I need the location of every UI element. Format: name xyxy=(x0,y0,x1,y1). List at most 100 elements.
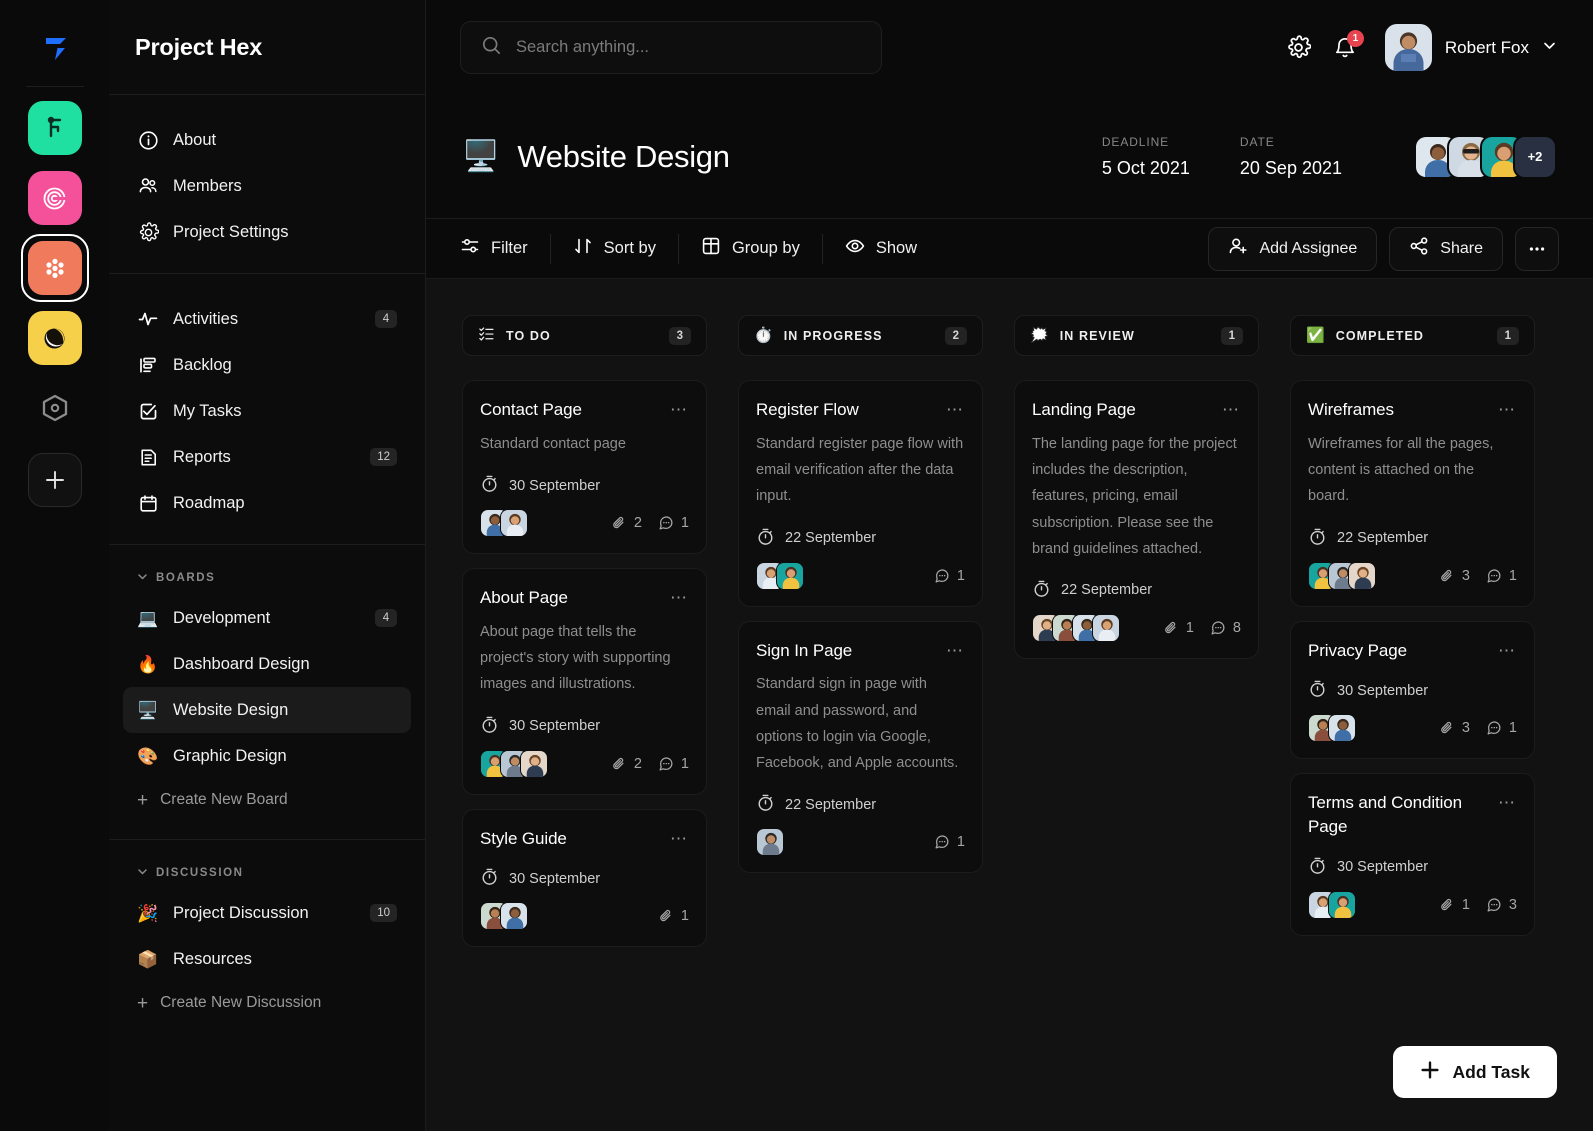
rail-app-workspace-flow[interactable] xyxy=(27,101,82,155)
create-new-discussion-button[interactable]: + Create New Discussion xyxy=(123,982,411,1024)
attachment-count: 1 xyxy=(658,908,689,924)
settings-button[interactable] xyxy=(1286,35,1311,60)
card-more-button[interactable]: ⋯ xyxy=(670,588,689,608)
card-header: Privacy Page ⋯ xyxy=(1308,639,1517,663)
group-by-button[interactable]: Group by xyxy=(677,233,822,264)
column-header[interactable]: TO DO 3 xyxy=(462,315,707,356)
date-value: 20 Sep 2021 xyxy=(1239,157,1342,178)
sidebar-item-project-settings[interactable]: Project Settings xyxy=(123,209,411,255)
boards-section-header[interactable]: BOARDS xyxy=(123,567,411,595)
card-title: About Page xyxy=(480,588,568,608)
sidebar-item-label: Backlog xyxy=(173,355,232,374)
kanban-column: ⏱️ IN PROGRESS 2 Register Flow ⋯ Standard reg… xyxy=(738,315,983,874)
sidebar-item-backlog[interactable]: Backlog xyxy=(123,342,411,388)
attachment-count: 2 xyxy=(611,756,642,772)
sidebar-item-my-tasks[interactable]: My Tasks xyxy=(123,388,411,434)
card-more-button[interactable]: ⋯ xyxy=(670,828,689,848)
card-title: Style Guide xyxy=(480,828,567,848)
rail-app-workspace-target[interactable] xyxy=(27,171,82,225)
search-input[interactable] xyxy=(516,38,861,57)
sidebar-board-badge: 4 xyxy=(375,609,397,627)
add-assignee-button[interactable]: Add Assignee xyxy=(1208,226,1378,271)
card-more-button[interactable]: ⋯ xyxy=(946,400,965,419)
card-avatars[interactable] xyxy=(1032,613,1120,642)
dots-cluster-icon xyxy=(45,258,64,278)
search-bar[interactable] xyxy=(460,21,882,74)
task-card[interactable]: Register Flow ⋯ Standard register page flo… xyxy=(738,380,983,607)
card-more-button[interactable]: ⋯ xyxy=(1498,400,1517,419)
card-avatars[interactable] xyxy=(1308,890,1356,919)
user-menu[interactable]: Robert Fox xyxy=(1384,24,1557,71)
show-button[interactable]: Show xyxy=(821,233,939,264)
more-options-button[interactable] xyxy=(1515,226,1559,271)
topbar-actions: 1 Robert Fox xyxy=(1286,24,1557,71)
card-avatars[interactable] xyxy=(1308,561,1376,590)
sidebar-item-roadmap[interactable]: Roadmap xyxy=(123,480,411,526)
backlog-bars-icon xyxy=(137,355,159,376)
column-header[interactable]: ⏱️ IN PROGRESS 2 xyxy=(738,315,983,356)
avatar xyxy=(1092,613,1120,642)
attachment-count: 1 xyxy=(1439,897,1470,913)
card-stats: 1 xyxy=(934,834,965,850)
task-card[interactable]: Wireframes ⋯ Wireframes for all the pages,… xyxy=(1290,380,1535,607)
card-more-button[interactable]: ⋯ xyxy=(946,640,965,660)
task-card[interactable]: Landing Page ⋯ The landing page for the pr… xyxy=(1014,380,1259,659)
rail-app-workspace-orb[interactable] xyxy=(27,311,82,365)
sidebar-board-development[interactable]: 💻 Development 4 xyxy=(123,595,411,641)
card-due-date: 30 September xyxy=(480,715,689,738)
sidebar-board-website-design[interactable]: 🖥️ Website Design xyxy=(123,687,411,733)
sidebar-board-dashboard-design[interactable]: 🔥 Dashboard Design xyxy=(123,641,411,687)
stopwatch-icon xyxy=(480,715,499,738)
avatar xyxy=(1447,134,1491,179)
column-header[interactable]: ✅ COMPLETED 1 xyxy=(1290,315,1535,356)
task-card[interactable]: Sign In Page ⋯ Standard sign in page with … xyxy=(738,620,983,874)
rail-app-workspace-hex[interactable] xyxy=(20,234,89,302)
share-icon xyxy=(1409,236,1429,261)
card-more-button[interactable]: ⋯ xyxy=(1498,640,1517,660)
rail-app-workspace-hexagon[interactable] xyxy=(28,381,82,435)
filter-button[interactable]: Filter xyxy=(460,234,550,264)
sidebar-item-activities[interactable]: Activities 4 xyxy=(123,296,411,342)
sidebar-discussion-project-discussion[interactable]: 🎉 Project Discussion 10 xyxy=(123,890,411,936)
card-avatars[interactable] xyxy=(756,561,804,590)
card-avatars[interactable] xyxy=(1308,714,1356,743)
plus-icon: + xyxy=(137,992,149,1014)
card-more-button[interactable]: ⋯ xyxy=(1498,793,1517,813)
card-avatars[interactable] xyxy=(480,902,528,931)
project-hex-title: Project Hex xyxy=(135,33,263,60)
card-header: Style Guide ⋯ xyxy=(480,827,689,851)
card-avatars[interactable] xyxy=(480,749,548,778)
card-more-button[interactable]: ⋯ xyxy=(1222,400,1241,419)
task-card[interactable]: Style Guide ⋯ 30 September 1 xyxy=(462,808,707,948)
sidebar-item-members[interactable]: Members xyxy=(123,163,411,209)
search-icon xyxy=(481,35,502,61)
sidebar-item-about[interactable]: About xyxy=(123,117,411,163)
add-task-button[interactable]: Add Task xyxy=(1392,1046,1557,1098)
task-card[interactable]: Contact Page ⋯ Standard contact page 30 Sep… xyxy=(462,380,707,555)
card-more-button[interactable]: ⋯ xyxy=(670,400,689,419)
discussion-section-header[interactable]: DISCUSSION xyxy=(123,862,411,890)
notifications-button[interactable]: 1 xyxy=(1333,29,1364,60)
create-new-board-button[interactable]: + Create New Board xyxy=(123,779,411,821)
sidebar-item-reports[interactable]: Reports 12 xyxy=(123,434,411,480)
card-avatars[interactable] xyxy=(480,509,528,538)
brand-logo-icon[interactable] xyxy=(33,26,77,70)
sort-by-button[interactable]: Sort by xyxy=(549,233,678,264)
sidebar-item-label: Reports xyxy=(173,447,231,466)
fire-icon: 🔥 xyxy=(137,654,159,674)
card-header: Contact Page ⋯ xyxy=(480,398,689,422)
sidebar-discussion-resources[interactable]: 📦 Resources xyxy=(123,936,411,982)
task-card[interactable]: Terms and Condition Page ⋯ 30 September 1 3 xyxy=(1290,773,1535,936)
card-avatars[interactable] xyxy=(756,828,784,857)
column-count: 1 xyxy=(1496,326,1519,345)
share-button[interactable]: Share xyxy=(1389,226,1503,271)
assignee-stack[interactable]: +2 xyxy=(1414,134,1557,179)
sidebar-board-graphic-design[interactable]: 🎨 Graphic Design xyxy=(123,733,411,779)
add-workspace-button[interactable] xyxy=(27,453,82,507)
comment-count: 1 xyxy=(1486,720,1517,736)
task-card[interactable]: Privacy Page ⋯ 30 September 3 1 xyxy=(1290,620,1535,760)
column-header[interactable]: 🗯️ IN REVIEW 1 xyxy=(1014,315,1259,356)
task-card[interactable]: About Page ⋯ About page that tells the pro… xyxy=(462,568,707,795)
